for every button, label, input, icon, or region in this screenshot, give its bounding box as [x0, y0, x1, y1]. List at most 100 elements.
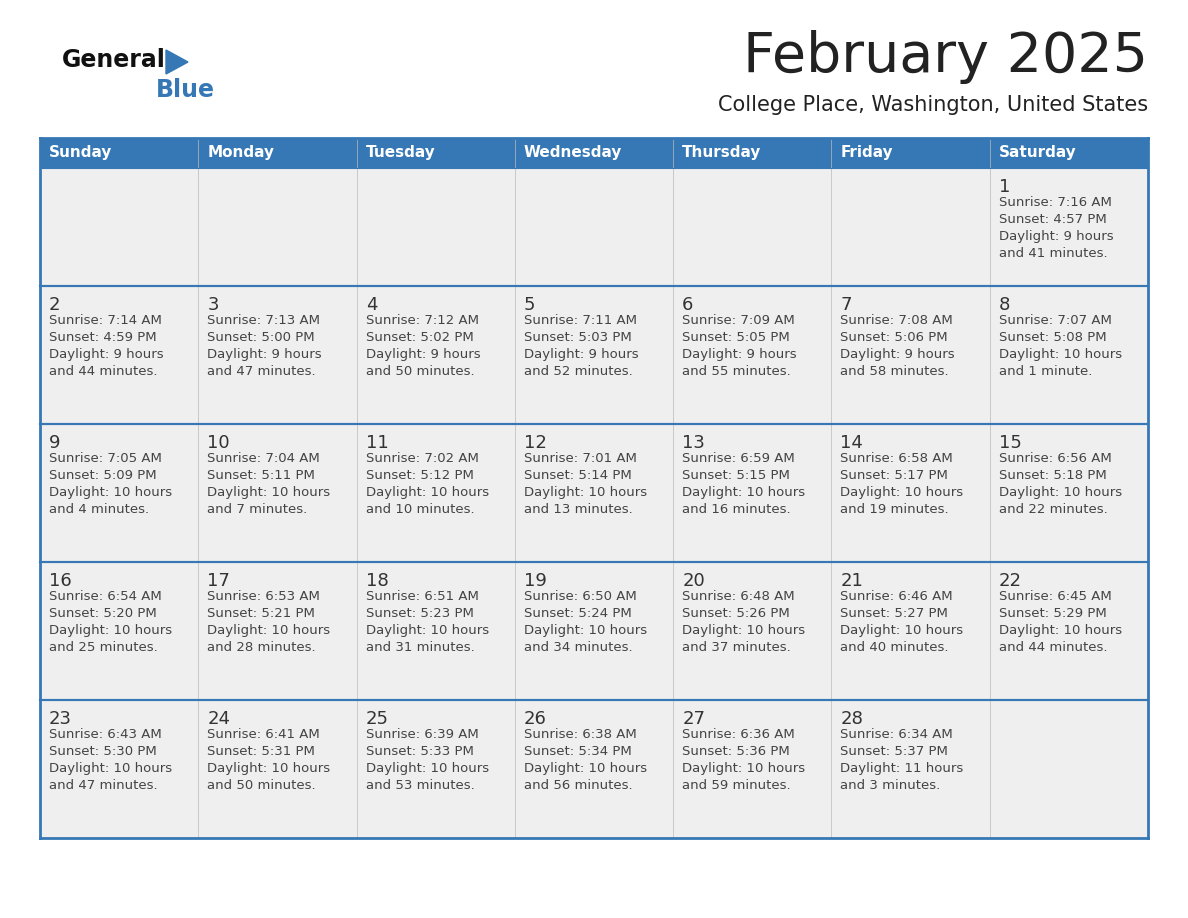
- Text: Sunset: 4:59 PM: Sunset: 4:59 PM: [49, 331, 157, 344]
- Text: Sunrise: 6:50 AM: Sunrise: 6:50 AM: [524, 590, 637, 603]
- Bar: [514, 424, 674, 562]
- Text: Sunrise: 6:54 AM: Sunrise: 6:54 AM: [49, 590, 162, 603]
- Text: Sunrise: 7:05 AM: Sunrise: 7:05 AM: [49, 452, 162, 465]
- Text: Sunrise: 7:14 AM: Sunrise: 7:14 AM: [49, 314, 162, 327]
- Text: Sunrise: 6:34 AM: Sunrise: 6:34 AM: [840, 728, 953, 741]
- Text: Sunset: 5:15 PM: Sunset: 5:15 PM: [682, 469, 790, 482]
- Text: Daylight: 9 hours: Daylight: 9 hours: [840, 348, 955, 361]
- Text: Sunrise: 7:08 AM: Sunrise: 7:08 AM: [840, 314, 953, 327]
- Text: 25: 25: [366, 710, 388, 728]
- Bar: [514, 168, 674, 286]
- Bar: [990, 168, 1148, 286]
- Text: Sunset: 5:20 PM: Sunset: 5:20 PM: [49, 607, 157, 620]
- Bar: [356, 138, 514, 168]
- Text: Saturday: Saturday: [999, 145, 1076, 161]
- Text: and 25 minutes.: and 25 minutes.: [49, 641, 158, 654]
- Text: Sunrise: 6:58 AM: Sunrise: 6:58 AM: [840, 452, 953, 465]
- Text: 21: 21: [840, 572, 864, 590]
- Text: Sunset: 5:03 PM: Sunset: 5:03 PM: [524, 331, 632, 344]
- Text: 7: 7: [840, 296, 852, 314]
- Text: Sunset: 5:31 PM: Sunset: 5:31 PM: [207, 745, 315, 758]
- Text: 6: 6: [682, 296, 694, 314]
- Text: and 55 minutes.: and 55 minutes.: [682, 365, 791, 378]
- Text: and 34 minutes.: and 34 minutes.: [524, 641, 632, 654]
- Text: 9: 9: [49, 434, 61, 452]
- Text: and 3 minutes.: and 3 minutes.: [840, 779, 941, 792]
- Text: Sunset: 5:11 PM: Sunset: 5:11 PM: [207, 469, 315, 482]
- Text: and 44 minutes.: and 44 minutes.: [49, 365, 158, 378]
- Text: Daylight: 10 hours: Daylight: 10 hours: [366, 624, 488, 637]
- Text: Sunrise: 7:11 AM: Sunrise: 7:11 AM: [524, 314, 637, 327]
- Text: Daylight: 10 hours: Daylight: 10 hours: [999, 348, 1121, 361]
- Text: Sunrise: 6:43 AM: Sunrise: 6:43 AM: [49, 728, 162, 741]
- Text: 1: 1: [999, 178, 1010, 196]
- Text: Sunrise: 7:09 AM: Sunrise: 7:09 AM: [682, 314, 795, 327]
- Bar: [40, 168, 198, 286]
- Text: Blue: Blue: [156, 78, 215, 102]
- Text: Sunrise: 6:48 AM: Sunrise: 6:48 AM: [682, 590, 795, 603]
- Text: Sunset: 5:37 PM: Sunset: 5:37 PM: [840, 745, 948, 758]
- Text: and 19 minutes.: and 19 minutes.: [840, 503, 949, 516]
- Text: Daylight: 9 hours: Daylight: 9 hours: [999, 230, 1113, 243]
- Text: and 44 minutes.: and 44 minutes.: [999, 641, 1107, 654]
- Text: and 53 minutes.: and 53 minutes.: [366, 779, 474, 792]
- Text: Sunrise: 7:04 AM: Sunrise: 7:04 AM: [207, 452, 320, 465]
- Text: 24: 24: [207, 710, 230, 728]
- Text: Sunset: 5:26 PM: Sunset: 5:26 PM: [682, 607, 790, 620]
- Text: Thursday: Thursday: [682, 145, 762, 161]
- Text: and 58 minutes.: and 58 minutes.: [840, 365, 949, 378]
- Text: and 47 minutes.: and 47 minutes.: [207, 365, 316, 378]
- Text: 13: 13: [682, 434, 704, 452]
- Bar: [40, 286, 198, 424]
- Bar: [990, 138, 1148, 168]
- Text: Daylight: 9 hours: Daylight: 9 hours: [207, 348, 322, 361]
- Text: Daylight: 10 hours: Daylight: 10 hours: [207, 624, 330, 637]
- Bar: [832, 424, 990, 562]
- Text: 28: 28: [840, 710, 864, 728]
- Text: Sunset: 5:34 PM: Sunset: 5:34 PM: [524, 745, 632, 758]
- Bar: [514, 700, 674, 838]
- Text: and 10 minutes.: and 10 minutes.: [366, 503, 474, 516]
- Bar: [198, 168, 356, 286]
- Text: Sunset: 5:36 PM: Sunset: 5:36 PM: [682, 745, 790, 758]
- Text: 15: 15: [999, 434, 1022, 452]
- Text: Sunset: 5:21 PM: Sunset: 5:21 PM: [207, 607, 315, 620]
- Text: and 40 minutes.: and 40 minutes.: [840, 641, 949, 654]
- Text: Daylight: 10 hours: Daylight: 10 hours: [682, 624, 805, 637]
- Text: and 4 minutes.: and 4 minutes.: [49, 503, 150, 516]
- Text: Sunrise: 7:12 AM: Sunrise: 7:12 AM: [366, 314, 479, 327]
- Text: and 47 minutes.: and 47 minutes.: [49, 779, 158, 792]
- Text: Sunset: 4:57 PM: Sunset: 4:57 PM: [999, 213, 1106, 226]
- Bar: [674, 700, 832, 838]
- Text: and 28 minutes.: and 28 minutes.: [207, 641, 316, 654]
- Text: Sunrise: 7:07 AM: Sunrise: 7:07 AM: [999, 314, 1112, 327]
- Bar: [198, 562, 356, 700]
- Text: 14: 14: [840, 434, 864, 452]
- Text: Daylight: 10 hours: Daylight: 10 hours: [840, 486, 963, 499]
- Bar: [990, 700, 1148, 838]
- Text: 8: 8: [999, 296, 1010, 314]
- Text: Daylight: 9 hours: Daylight: 9 hours: [524, 348, 638, 361]
- Text: and 37 minutes.: and 37 minutes.: [682, 641, 791, 654]
- Text: Daylight: 10 hours: Daylight: 10 hours: [49, 762, 172, 775]
- Text: Sunrise: 6:36 AM: Sunrise: 6:36 AM: [682, 728, 795, 741]
- Text: 18: 18: [366, 572, 388, 590]
- Bar: [674, 286, 832, 424]
- Text: Daylight: 10 hours: Daylight: 10 hours: [999, 486, 1121, 499]
- Text: Daylight: 10 hours: Daylight: 10 hours: [49, 486, 172, 499]
- Bar: [674, 424, 832, 562]
- Text: Sunrise: 6:45 AM: Sunrise: 6:45 AM: [999, 590, 1112, 603]
- Text: Daylight: 10 hours: Daylight: 10 hours: [366, 486, 488, 499]
- Text: General: General: [62, 48, 166, 72]
- Text: Sunset: 5:05 PM: Sunset: 5:05 PM: [682, 331, 790, 344]
- Bar: [356, 562, 514, 700]
- Text: 2: 2: [49, 296, 61, 314]
- Text: 19: 19: [524, 572, 546, 590]
- Text: Sunset: 5:08 PM: Sunset: 5:08 PM: [999, 331, 1106, 344]
- Bar: [990, 286, 1148, 424]
- Text: and 22 minutes.: and 22 minutes.: [999, 503, 1107, 516]
- Text: Sunrise: 6:51 AM: Sunrise: 6:51 AM: [366, 590, 479, 603]
- Text: 22: 22: [999, 572, 1022, 590]
- Text: Daylight: 9 hours: Daylight: 9 hours: [49, 348, 164, 361]
- Bar: [198, 138, 356, 168]
